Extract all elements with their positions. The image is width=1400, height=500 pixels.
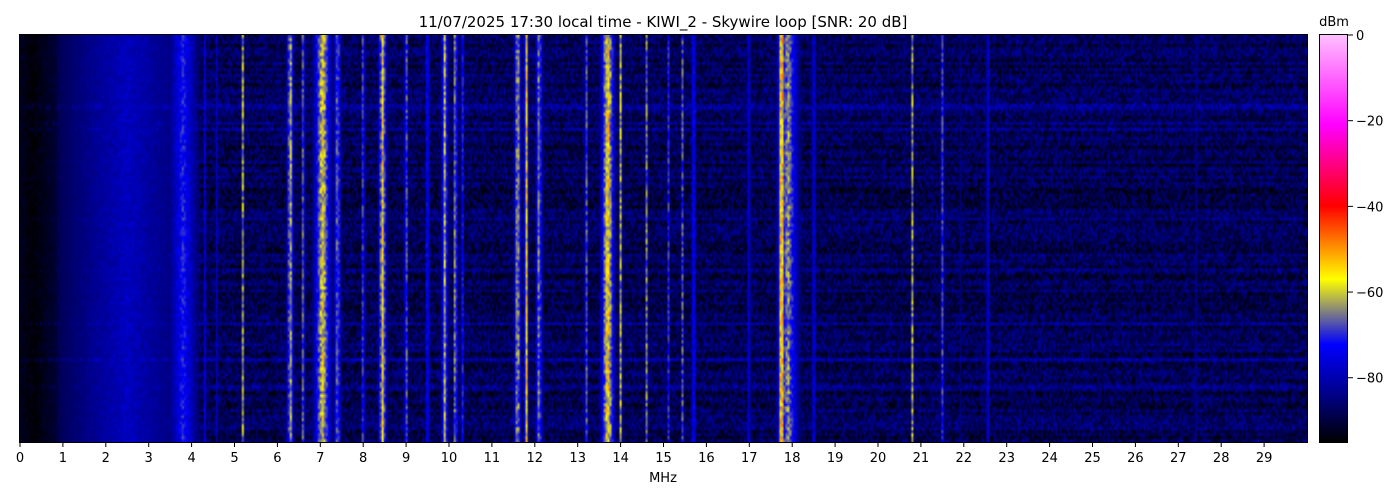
colorbar-tick-label: −60 xyxy=(1356,286,1383,301)
x-tick-label: 26 xyxy=(1127,451,1144,466)
x-tick-label: 22 xyxy=(956,451,973,466)
x-tick-label: 10 xyxy=(441,451,458,466)
x-tick-label: 2 xyxy=(102,451,110,466)
x-tick-label: 13 xyxy=(569,451,586,466)
x-tick-label: 14 xyxy=(612,451,629,466)
colorbar-frame xyxy=(1319,34,1348,443)
x-tick-label: 3 xyxy=(145,451,153,466)
x-tick-label: 27 xyxy=(1170,451,1187,466)
x-tick-label: 4 xyxy=(187,451,195,466)
x-axis-ticks: 0 1 2 3 4 5 6 7 8 9 10 11 12 13 14 15 16 17 18 19 20 21 22 23 24… xyxy=(16,442,1273,466)
x-tick-label: 6 xyxy=(273,451,281,466)
x-tick-label: 18 xyxy=(784,451,801,466)
colorbar-tick-label: −20 xyxy=(1356,115,1383,130)
x-tick-label: 25 xyxy=(1084,451,1101,466)
x-tick-label: 7 xyxy=(316,451,324,466)
colorbar-ticks: 0 −20 −40 −60 −80 xyxy=(1348,29,1383,387)
x-tick-label: 16 xyxy=(698,451,715,466)
colorbar xyxy=(1320,35,1347,442)
x-tick-label: 12 xyxy=(527,451,544,466)
x-tick-label: 20 xyxy=(870,451,887,466)
spectrogram-heatmap xyxy=(20,35,1307,442)
x-tick-label: 29 xyxy=(1256,451,1273,466)
x-axis-label: MHz xyxy=(649,471,677,486)
x-tick-label: 0 xyxy=(16,451,24,466)
x-tick-label: 28 xyxy=(1213,451,1230,466)
x-tick-label: 23 xyxy=(998,451,1015,466)
colorbar-label: dBm xyxy=(1319,15,1349,30)
x-tick-label: 19 xyxy=(827,451,844,466)
x-tick-label: 17 xyxy=(741,451,758,466)
colorbar-tick-label: −80 xyxy=(1356,372,1383,387)
x-tick-label: 15 xyxy=(655,451,672,466)
x-tick-label: 24 xyxy=(1041,451,1058,466)
x-tick-label: 11 xyxy=(484,451,501,466)
chart-title: 11/07/2025 17:30 local time - KIWI_2 - S… xyxy=(419,13,908,32)
colorbar-tick-label: 0 xyxy=(1356,29,1364,44)
x-tick-label: 21 xyxy=(913,451,930,466)
x-tick-label: 9 xyxy=(402,451,410,466)
colorbar-tick-label: −40 xyxy=(1356,200,1383,215)
x-tick-label: 1 xyxy=(59,451,67,466)
x-tick-label: 5 xyxy=(230,451,238,466)
x-tick-label: 8 xyxy=(359,451,367,466)
